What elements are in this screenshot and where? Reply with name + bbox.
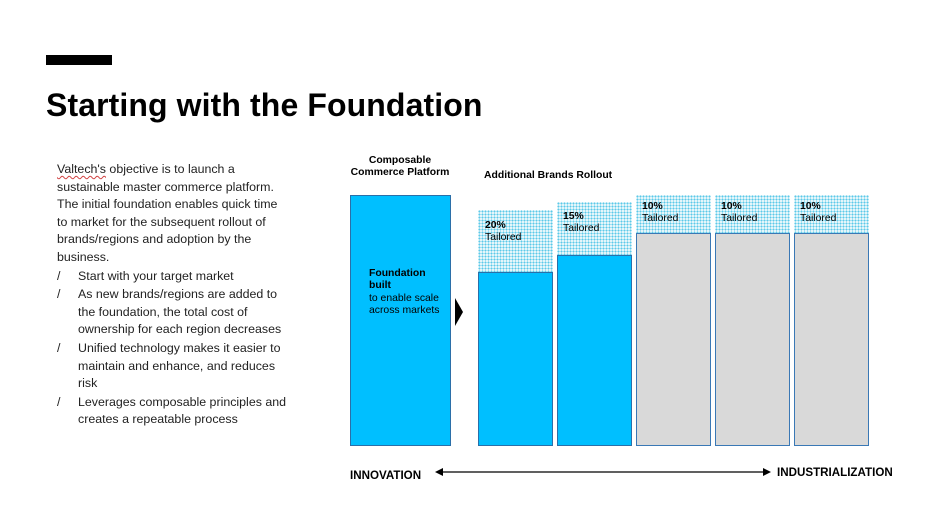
tailored-area-5	[794, 195, 869, 233]
intro-first-word: Valtech's	[57, 162, 106, 176]
rollout-block-4	[715, 233, 790, 446]
foundation-label: Foundation built to enable scale across …	[369, 268, 449, 318]
bullet-marker: /	[57, 340, 61, 355]
rollout-pct-3: 10%	[642, 201, 663, 212]
rollout-label-1: 20% Tailored	[485, 220, 521, 244]
rollout-label-3: 10% Tailored	[642, 201, 678, 225]
rollout-tailored-5: Tailored	[800, 213, 837, 224]
rollout-tailored-1: Tailored	[485, 232, 522, 243]
bullet-marker: /	[57, 287, 61, 302]
intro-text: objective is to launch a sustainable mas…	[57, 162, 278, 264]
bullet-text: Unified technology makes it easier to ma…	[78, 340, 281, 391]
bullet-text: Leverages composable principles and crea…	[78, 394, 287, 427]
tailored-area-4	[715, 195, 790, 233]
bullet-item: / Unified technology makes it easier to m…	[57, 340, 289, 393]
foundation-label-bold: Foundation built	[369, 268, 426, 292]
rollout-label-5: 10% Tailored	[800, 201, 836, 225]
tailored-area-1	[478, 210, 553, 272]
axis-label-industrialization: INDUSTRIALIZATION	[777, 466, 893, 479]
rollout-label-4: 10% Tailored	[721, 201, 757, 225]
rollout-title: Additional Brands Rollout	[484, 170, 613, 181]
rollout-tailored-3: Tailored	[642, 213, 679, 224]
bullet-item: / Leverages composable principles and cre…	[57, 394, 289, 429]
bullet-marker: /	[57, 268, 61, 283]
title-accent-bar	[46, 55, 112, 65]
foundation-label-rest: to enable scale across markets	[369, 292, 440, 317]
bullet-item: / As new brands/regions are added to the …	[57, 286, 289, 339]
double-arrow-icon	[435, 468, 771, 476]
chevron-right-icon	[455, 298, 463, 326]
rollout-block-5	[794, 233, 869, 446]
rollout-block-1	[478, 272, 553, 446]
body-text: Valtech's objective is to launch a susta…	[57, 161, 289, 430]
bullet-item: / Start with your target market	[57, 268, 289, 286]
rollout-pct-5: 10%	[800, 201, 821, 212]
slide-title: Starting with the Foundation	[46, 87, 483, 123]
bullet-list: / Start with your target market / As new b…	[57, 268, 289, 429]
bullet-text: As new brands/regions are added to the f…	[78, 287, 282, 337]
rollout-block-2	[557, 255, 632, 446]
tailored-area-2	[557, 202, 632, 255]
bullet-marker: /	[57, 394, 61, 409]
rollout-pct-4: 10%	[721, 201, 742, 212]
rollout-pct-1: 20%	[485, 220, 506, 231]
tailored-area-3	[636, 195, 711, 233]
rollout-tailored-4: Tailored	[721, 213, 758, 224]
rollout-block-3	[636, 233, 711, 446]
axis-label-innovation: INNOVATION	[350, 469, 422, 482]
bullet-text: Start with your target market	[78, 268, 234, 283]
intro-paragraph: Valtech's objective is to launch a susta…	[57, 161, 289, 267]
foundation-block	[350, 195, 451, 446]
rollout-label-2: 15% Tailored	[563, 211, 599, 235]
rollout-tailored-2: Tailored	[563, 223, 600, 234]
foundation-title: Composable Commerce Platform	[350, 155, 450, 179]
rollout-pct-2: 15%	[563, 211, 584, 222]
